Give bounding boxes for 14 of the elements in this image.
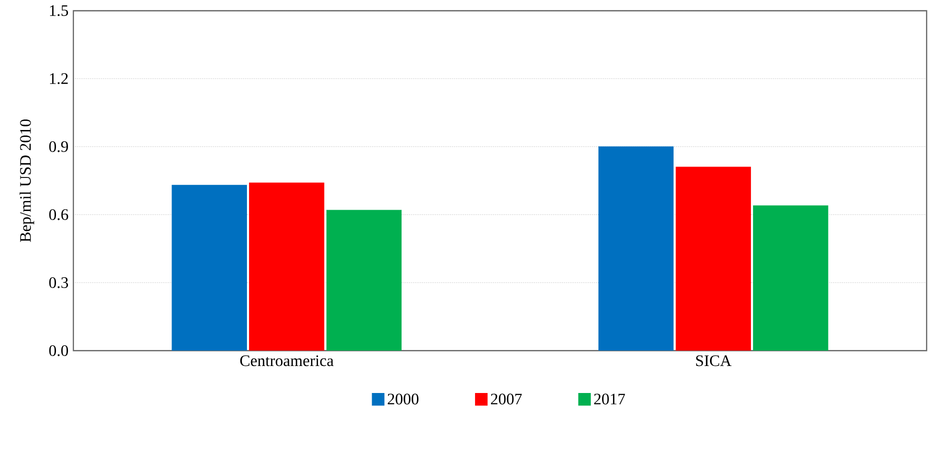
y-tick-label: 1.2 <box>50 73 68 84</box>
legend-label: 2017 <box>594 394 625 405</box>
y-tick-label: 1.5 <box>50 5 68 16</box>
x-tick-label: SICA <box>696 356 732 366</box>
bar <box>172 185 247 351</box>
y-tick-label: 0.6 <box>49 209 68 220</box>
bar <box>598 146 674 351</box>
legend-label: 2000 <box>388 394 418 405</box>
y-tick-label: 0.9 <box>49 141 68 152</box>
x-tick-label: Centroamerica <box>240 356 334 366</box>
y-axis-title: Bep/mil USD 2010 <box>20 120 34 242</box>
y-tick-label: 0.0 <box>49 345 68 356</box>
legend-label: 2007 <box>490 394 522 405</box>
y-tick-label: 0.3 <box>49 277 68 288</box>
